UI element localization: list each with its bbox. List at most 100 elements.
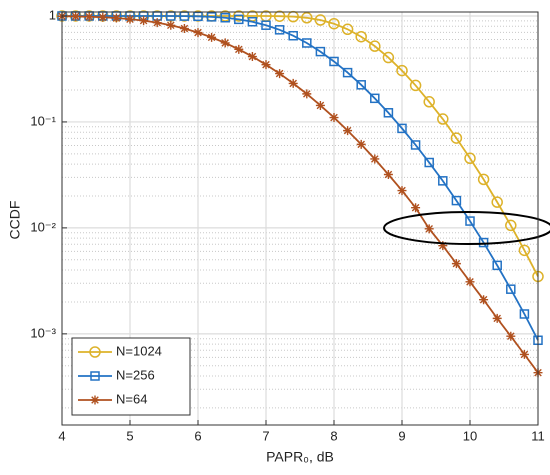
data-point — [315, 46, 326, 57]
data-point — [518, 244, 531, 257]
data-point — [314, 14, 327, 26]
legend-label: N=256 — [116, 367, 155, 382]
data-point — [84, 12, 94, 22]
data-point — [505, 219, 517, 232]
data-point — [450, 132, 463, 144]
plot-frame — [61, 11, 539, 426]
data-point — [288, 78, 298, 88]
data-point — [219, 10, 231, 22]
data-point — [220, 12, 230, 23]
data-point — [234, 14, 244, 25]
data-point — [370, 154, 380, 164]
data-point — [206, 12, 217, 22]
data-point — [382, 51, 395, 64]
data-point — [302, 38, 312, 48]
data-point — [273, 10, 286, 22]
data-point — [301, 12, 313, 24]
data-point — [370, 93, 380, 104]
data-point — [342, 67, 353, 78]
data-point — [477, 173, 490, 186]
x-tick-label: 4 — [58, 428, 65, 443]
data-point — [139, 16, 149, 26]
x-tick-label: 7 — [262, 428, 269, 443]
data-point — [465, 277, 475, 287]
data-point — [506, 284, 516, 294]
data-point — [233, 10, 245, 22]
data-point — [355, 30, 367, 43]
data-point — [275, 69, 285, 79]
data-point — [397, 123, 407, 134]
x-tick-label: 6 — [194, 428, 201, 443]
data-point — [519, 349, 529, 359]
x-axis-label: PAPR₀, dB — [266, 449, 334, 465]
data-point — [234, 44, 244, 54]
data-point — [356, 139, 366, 149]
data-point — [424, 224, 434, 234]
legend-label: N=1024 — [116, 343, 162, 358]
data-point — [71, 11, 81, 21]
x-tick-label: 5 — [126, 428, 133, 443]
data-point — [207, 32, 217, 42]
data-point — [396, 64, 408, 77]
data-point — [397, 186, 407, 196]
data-point — [341, 23, 354, 36]
legend-label: N=64 — [116, 391, 147, 406]
data-point — [451, 259, 461, 269]
data-point — [274, 25, 285, 35]
data-point — [423, 96, 435, 108]
y-tick-label: 10⁻¹ — [30, 113, 56, 128]
data-point — [328, 17, 340, 30]
data-point — [438, 241, 448, 251]
data-point — [261, 60, 271, 70]
data-point — [98, 12, 108, 22]
data-point — [479, 295, 489, 305]
x-tick-label: 10 — [463, 428, 477, 443]
data-point — [411, 203, 421, 213]
data-point — [247, 16, 258, 27]
data-point — [111, 13, 121, 23]
y-tick-label: 10⁻² — [30, 219, 56, 234]
data-point — [492, 260, 502, 271]
y-tick-label: 1 — [49, 7, 56, 22]
data-point — [329, 56, 339, 67]
data-point — [247, 52, 257, 62]
data-point — [465, 216, 475, 226]
legend: N=1024 N=256 N=64 — [71, 337, 191, 416]
data-point — [383, 170, 393, 180]
data-point — [302, 89, 312, 99]
data-point — [193, 28, 203, 38]
x-tick-label: 8 — [330, 428, 337, 443]
data-point — [369, 40, 381, 52]
data-point — [491, 196, 503, 208]
data-point — [383, 108, 394, 118]
data-point — [125, 14, 135, 24]
data-point — [519, 309, 530, 319]
legend-marker — [90, 395, 100, 405]
y-tick-label: 10⁻³ — [30, 325, 56, 340]
legend-marker — [89, 346, 101, 358]
data-point — [506, 331, 516, 341]
curves — [56, 10, 544, 378]
data-point — [451, 195, 462, 206]
data-point — [437, 113, 449, 125]
data-point — [288, 30, 298, 41]
data-point — [356, 80, 366, 90]
data-point — [261, 20, 271, 30]
data-point — [424, 157, 434, 168]
data-point — [315, 100, 325, 110]
x-tick-label: 9 — [398, 428, 405, 443]
annotation-ellipse — [383, 211, 550, 245]
y-axis-label: CCDF — [7, 201, 23, 240]
x-tick-label: 11 — [531, 428, 545, 443]
data-point — [410, 140, 421, 150]
data-point — [478, 237, 489, 248]
data-point — [220, 38, 230, 48]
data-point — [179, 24, 189, 34]
data-point — [464, 152, 476, 165]
data-point — [166, 20, 176, 30]
data-point — [329, 113, 339, 123]
data-point — [492, 313, 502, 323]
legend-marker — [90, 371, 100, 381]
data-point — [438, 176, 448, 186]
